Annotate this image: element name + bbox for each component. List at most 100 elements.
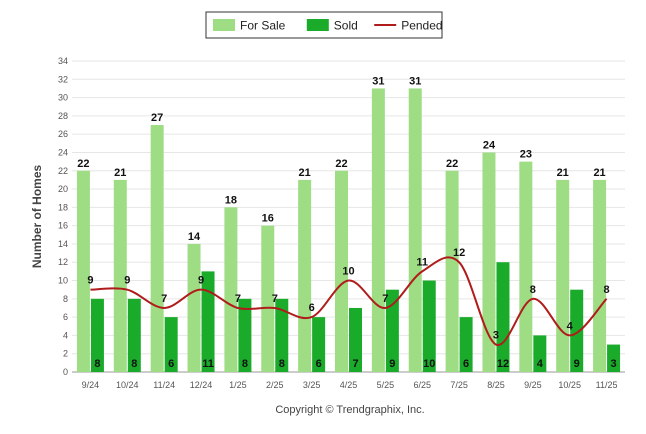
x-tick-label: 10/24 — [116, 380, 139, 390]
series-line-pended — [90, 256, 608, 346]
bar-for-sale — [150, 125, 164, 372]
bar-sold — [349, 307, 362, 372]
x-tick-label: 10/25 — [558, 380, 581, 390]
y-tick-label: 16 — [58, 221, 68, 231]
legend: For Sale Sold Pended — [205, 11, 443, 39]
y-tick-label: 14 — [58, 239, 68, 249]
y-tick-label: 0 — [63, 367, 68, 377]
legend-swatch-for-sale — [213, 19, 235, 31]
y-tick-label: 2 — [63, 349, 68, 359]
legend-label-pended: Pended — [401, 19, 442, 33]
bar-for-sale — [261, 225, 275, 372]
data-label-pended: 4 — [567, 320, 574, 332]
x-tick-label: 1/25 — [229, 380, 247, 390]
data-label-sold: 6 — [316, 358, 322, 370]
legend-label-sold: Sold — [334, 19, 358, 33]
data-label-for-sale: 21 — [114, 167, 126, 179]
data-label-for-sale: 31 — [372, 75, 384, 87]
data-label-for-sale: 27 — [151, 112, 163, 124]
x-tick-label: 9/25 — [524, 380, 542, 390]
y-axis-label: Number of Homes — [30, 165, 44, 269]
data-label-pended: 9 — [198, 275, 204, 287]
legend-label-for-sale: For Sale — [240, 19, 286, 33]
bar-for-sale — [482, 152, 496, 372]
data-label-sold: 8 — [242, 358, 248, 370]
data-label-for-sale: 16 — [262, 213, 274, 225]
data-label-for-sale: 18 — [225, 194, 237, 206]
y-tick-label: 26 — [58, 129, 68, 139]
y-tick-label: 24 — [58, 147, 68, 157]
x-tick-label: 11/24 — [153, 380, 175, 390]
bar-for-sale — [371, 88, 385, 373]
y-tick-label: 22 — [58, 166, 68, 176]
data-label-sold: 7 — [352, 358, 358, 370]
bar-sold — [312, 317, 326, 372]
data-label-sold: 4 — [537, 358, 544, 370]
data-label-for-sale: 24 — [483, 139, 496, 151]
bar-for-sale — [298, 179, 312, 372]
data-label-pended: 7 — [272, 293, 278, 305]
y-tick-label: 32 — [58, 74, 68, 84]
x-tick-label: 4/25 — [340, 380, 358, 390]
bar-for-sale — [519, 161, 533, 372]
data-label-for-sale: 22 — [335, 158, 347, 170]
gridlines — [72, 60, 625, 373]
bars — [76, 88, 621, 373]
data-labels: 22 8 21 8 27 6 14 11 18 8 16 8 21 6 22 7 31 9 31 10 22 6 24 12 2… — [77, 75, 616, 370]
bar-for-sale — [445, 170, 459, 372]
data-label-pended: 11 — [416, 256, 428, 268]
data-label-sold: 8 — [131, 358, 137, 370]
data-label-for-sale: 22 — [446, 158, 458, 170]
bar-for-sale — [224, 207, 238, 372]
bar-sold — [127, 298, 141, 372]
data-label-pended: 8 — [530, 284, 536, 296]
data-label-for-sale: 22 — [77, 158, 89, 170]
x-tick-label: 3/25 — [303, 380, 321, 390]
bar-sold — [201, 271, 215, 372]
data-label-for-sale: 14 — [188, 231, 201, 243]
data-label-sold: 12 — [497, 358, 509, 370]
data-label-sold: 6 — [168, 358, 174, 370]
y-tick-label: 34 — [58, 56, 68, 66]
y-tick-label: 20 — [58, 184, 68, 194]
x-tick-label: 12/24 — [190, 380, 213, 390]
x-tick-label: 7/25 — [450, 380, 468, 390]
legend-swatch-sold — [306, 19, 329, 31]
bar-for-sale — [556, 179, 570, 372]
bar-sold — [385, 289, 399, 372]
y-tick-label: 8 — [63, 294, 68, 304]
data-label-sold: 3 — [611, 358, 617, 370]
y-tick-label: 6 — [63, 312, 68, 322]
x-tick-label: 11/25 — [596, 380, 618, 390]
bar-sold — [459, 317, 473, 372]
data-label-pended: 7 — [382, 293, 388, 305]
x-tick-label: 9/24 — [82, 380, 100, 390]
data-label-pended: 9 — [124, 275, 130, 287]
bar-sold — [275, 298, 289, 372]
bar-for-sale — [408, 88, 422, 373]
data-label-pended: 6 — [309, 302, 315, 314]
bar-for-sale — [76, 170, 90, 372]
data-label-for-sale: 21 — [299, 167, 311, 179]
data-label-for-sale: 23 — [520, 149, 532, 161]
bar-sold — [533, 335, 547, 372]
bar-sold — [496, 262, 510, 372]
data-label-sold: 9 — [389, 358, 395, 370]
data-label-for-sale: 31 — [409, 75, 421, 87]
data-label-sold: 8 — [279, 358, 285, 370]
bar-for-sale — [335, 170, 348, 372]
data-label-sold: 6 — [463, 358, 469, 370]
y-tick-label: 30 — [58, 93, 68, 103]
data-label-sold: 10 — [423, 358, 435, 370]
data-label-pended: 3 — [493, 330, 499, 342]
y-tick-label: 28 — [58, 111, 68, 121]
bar-sold — [422, 280, 436, 372]
x-tick-label: 8/25 — [487, 380, 505, 390]
y-tick-label: 10 — [58, 276, 68, 286]
data-label-sold: 11 — [202, 358, 214, 370]
y-tick-label: 12 — [58, 257, 68, 267]
x-tick-label: 6/25 — [413, 380, 431, 390]
bar-sold — [238, 298, 252, 372]
